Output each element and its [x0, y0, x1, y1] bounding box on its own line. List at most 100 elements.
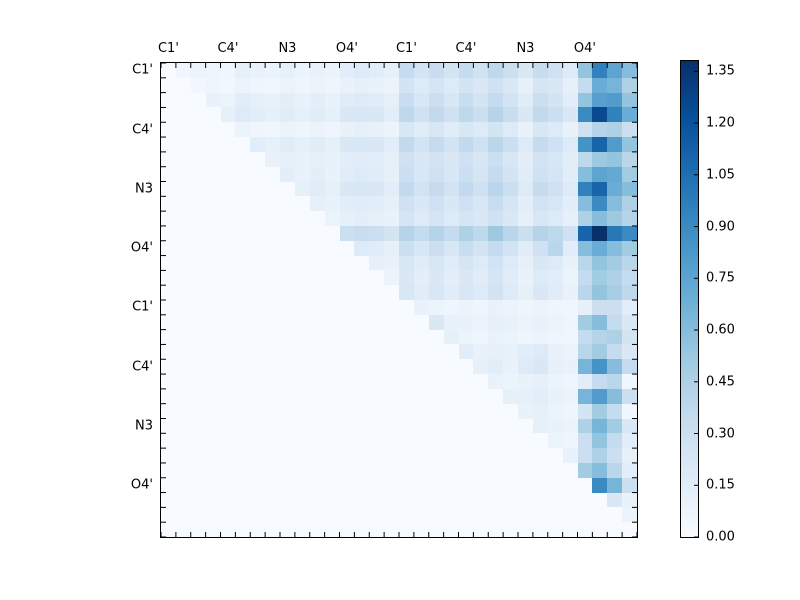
heatmap-cell	[280, 418, 295, 434]
heatmap-cell	[161, 388, 176, 404]
heatmap-cell	[294, 388, 310, 404]
heatmap-cell	[473, 344, 489, 360]
heatmap-cell	[280, 492, 295, 508]
heatmap-cell	[399, 240, 414, 256]
heatmap-cell	[309, 403, 325, 419]
heatmap-cell	[205, 196, 221, 212]
heatmap-cell	[294, 462, 310, 478]
heatmap-cell	[443, 166, 459, 182]
heatmap-cell	[354, 359, 370, 375]
heatmap-cell	[473, 225, 489, 241]
heatmap-cell	[562, 240, 578, 256]
heatmap-cell	[265, 388, 280, 404]
heatmap-cell	[324, 122, 340, 138]
heatmap-cell	[488, 418, 504, 434]
heatmap-cell	[175, 255, 191, 271]
heatmap-cell	[220, 403, 236, 419]
heatmap-cell	[488, 107, 504, 123]
heatmap-cell	[577, 240, 593, 256]
heatmap-cell	[280, 137, 295, 152]
heatmap-cell	[384, 329, 399, 345]
heatmap-cell	[190, 388, 206, 404]
heatmap-cell	[473, 374, 489, 389]
heatmap-cell	[220, 329, 236, 345]
heatmap-cell	[503, 196, 518, 212]
heatmap-cell	[547, 107, 563, 123]
heatmap-cell	[265, 448, 280, 463]
heatmap-cell	[428, 388, 444, 404]
heatmap-cell	[428, 270, 444, 286]
heatmap-cell	[547, 492, 563, 508]
heatmap-cell	[428, 507, 444, 523]
heatmap-cell	[428, 448, 444, 463]
heatmap-cell	[503, 107, 518, 123]
heatmap-cell	[384, 418, 399, 434]
heatmap-cell	[205, 462, 221, 478]
heatmap-cell	[458, 181, 474, 197]
heatmap-cell	[235, 166, 251, 182]
heatmap-cell	[547, 359, 563, 375]
heatmap-cell	[190, 137, 206, 152]
heatmap-cell	[443, 507, 459, 523]
heatmap-cell	[413, 433, 429, 449]
heatmap-cell	[324, 151, 340, 167]
heatmap-cell	[354, 522, 370, 537]
heatmap-cell	[190, 492, 206, 508]
heatmap-cell	[339, 137, 355, 152]
heatmap-cell	[220, 300, 236, 315]
heatmap-cell	[488, 196, 504, 212]
heatmap-cell	[577, 403, 593, 419]
heatmap-cell	[294, 285, 310, 300]
heatmap-cell	[369, 314, 385, 330]
heatmap-cell	[532, 137, 548, 152]
heatmap-cell	[235, 122, 251, 138]
heatmap-cell	[532, 418, 548, 434]
heatmap-cell	[161, 300, 176, 315]
heatmap-cell	[622, 403, 637, 419]
heatmap-cell	[458, 492, 474, 508]
heatmap-cell	[250, 462, 266, 478]
heatmap-cell	[369, 477, 385, 493]
heatmap-cell	[354, 403, 370, 419]
heatmap-cell	[369, 492, 385, 508]
heatmap-cell	[220, 63, 236, 78]
heatmap-cell	[384, 77, 399, 93]
heatmap-cell	[190, 359, 206, 375]
heatmap-cell	[265, 507, 280, 523]
heatmap-cell	[175, 448, 191, 463]
heatmap-cell	[503, 433, 518, 449]
heatmap-cell	[413, 314, 429, 330]
heatmap-cell	[280, 122, 295, 138]
heatmap-cell	[503, 448, 518, 463]
heatmap-cell	[577, 492, 593, 508]
heatmap-cell	[458, 448, 474, 463]
heatmap-cell	[622, 63, 637, 78]
heatmap-cell	[265, 300, 280, 315]
heatmap-cell	[309, 374, 325, 389]
heatmap-cell	[562, 181, 578, 197]
heatmap-cell	[607, 92, 623, 108]
heatmap-cell	[428, 225, 444, 241]
heatmap-cell	[339, 448, 355, 463]
heatmap-cell	[190, 255, 206, 271]
heatmap-cell	[324, 181, 340, 197]
heatmap-cell	[235, 477, 251, 493]
heatmap-cell	[175, 477, 191, 493]
heatmap-cell	[532, 196, 548, 212]
heatmap-cell	[324, 359, 340, 375]
heatmap-cell	[309, 255, 325, 271]
heatmap-cell	[161, 418, 176, 434]
heatmap-cell	[547, 225, 563, 241]
heatmap-cell	[175, 166, 191, 182]
heatmap-cell	[205, 314, 221, 330]
heatmap-cell	[503, 492, 518, 508]
heatmap-cell	[399, 374, 414, 389]
colorbar-tick-label: 1.35	[706, 63, 735, 79]
heatmap-cell	[339, 344, 355, 360]
heatmap-cell	[280, 329, 295, 345]
heatmap-cell	[354, 151, 370, 167]
heatmap-cell	[354, 137, 370, 152]
heatmap-cell	[562, 433, 578, 449]
heatmap-cell	[369, 329, 385, 345]
heatmap-cell	[235, 314, 251, 330]
